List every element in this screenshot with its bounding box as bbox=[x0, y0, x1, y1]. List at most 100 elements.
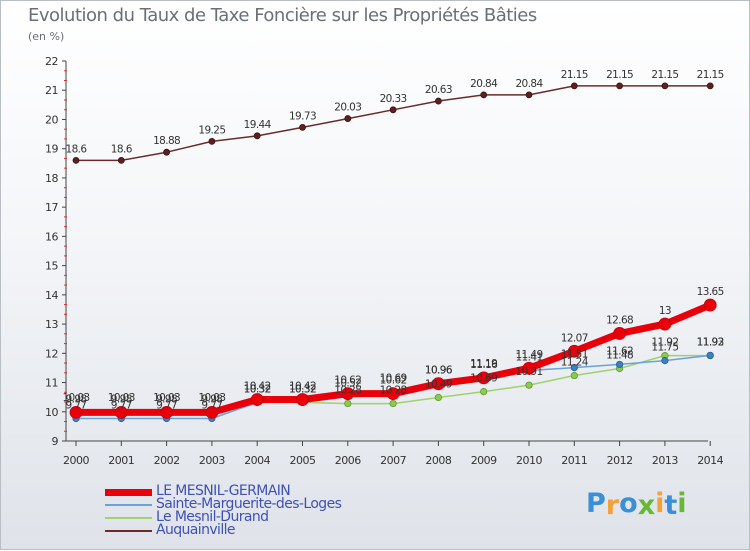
data-label: 11.75 bbox=[651, 342, 678, 354]
data-label: 10.03 bbox=[62, 392, 89, 404]
data-point bbox=[389, 106, 397, 114]
data-point bbox=[522, 361, 536, 375]
x-tick-label: 2011 bbox=[561, 454, 587, 467]
x-tick-label: 2000 bbox=[63, 454, 89, 467]
data-label: 21.15 bbox=[651, 69, 678, 81]
x-tick-label: 2013 bbox=[652, 454, 678, 467]
data-label: 20.84 bbox=[515, 78, 543, 90]
data-point bbox=[661, 82, 669, 90]
data-label: 10.32 bbox=[244, 383, 271, 395]
data-label: 11.92 bbox=[651, 337, 678, 349]
legend-swatch bbox=[105, 517, 152, 519]
y-tick-label: 19 bbox=[45, 143, 58, 156]
data-label: 9.98 bbox=[156, 393, 177, 405]
data-label: 11.41 bbox=[515, 352, 542, 364]
data-point bbox=[570, 364, 578, 372]
y-tick-label: 16 bbox=[45, 230, 58, 243]
data-point bbox=[480, 91, 488, 99]
data-label: 10.69 bbox=[470, 373, 497, 385]
data-point bbox=[114, 405, 128, 419]
data-label: 20.33 bbox=[380, 93, 407, 105]
y-tick-label: 11 bbox=[45, 377, 58, 390]
x-tick-label: 2001 bbox=[108, 454, 134, 467]
legend-label: Sainte-Marguerite-des-Loges bbox=[156, 496, 342, 512]
data-point bbox=[208, 137, 216, 145]
data-label: 18.88 bbox=[153, 135, 180, 147]
y-tick-label: 22 bbox=[45, 55, 58, 68]
data-label: 10.62 bbox=[380, 375, 407, 387]
chart-title: Evolution du Taux de Taxe Foncière sur l… bbox=[28, 5, 537, 26]
data-label: 10.28 bbox=[380, 385, 407, 397]
data-label: 11.49 bbox=[515, 349, 542, 361]
data-label: 21.15 bbox=[561, 69, 588, 81]
data-label: 11.16 bbox=[470, 359, 498, 371]
chart-data-labels: 18.6 18.6 18.88 19.25 19.44 19.73 20.03 20.33 20… bbox=[62, 69, 724, 412]
data-label: 11.19 bbox=[470, 358, 497, 370]
x-tick-label: 2009 bbox=[471, 454, 497, 467]
data-point bbox=[163, 148, 171, 156]
y-tick-label: 12 bbox=[45, 347, 58, 360]
data-point bbox=[703, 298, 717, 312]
y-tick-label: 18 bbox=[45, 172, 58, 185]
x-tick-label: 2005 bbox=[290, 454, 316, 467]
x-tick-label: 2007 bbox=[380, 454, 406, 467]
data-label: 11.62 bbox=[606, 345, 633, 357]
data-point bbox=[613, 327, 626, 340]
data-label: 10.49 bbox=[425, 378, 452, 390]
data-label: 10.28 bbox=[334, 385, 361, 397]
data-label: 10.96 bbox=[425, 365, 453, 377]
data-label: 13.65 bbox=[697, 286, 724, 298]
data-point bbox=[389, 399, 397, 408]
y-tick-label: 20 bbox=[45, 113, 58, 126]
data-label: 10.42 bbox=[244, 380, 271, 392]
legend-swatch bbox=[105, 488, 152, 496]
data-label: 9.98 bbox=[201, 393, 222, 405]
data-point bbox=[706, 351, 714, 359]
data-point bbox=[253, 132, 261, 140]
data-label: 9.98 bbox=[111, 393, 132, 405]
chart-series bbox=[69, 82, 717, 423]
data-point bbox=[616, 82, 623, 90]
data-point bbox=[525, 91, 533, 99]
y-tick-label: 15 bbox=[45, 260, 58, 273]
proxiti-logo: Proxiti bbox=[586, 488, 687, 521]
data-point bbox=[299, 123, 306, 131]
data-label: 9.77 bbox=[111, 399, 132, 411]
data-label: 20.63 bbox=[425, 84, 452, 96]
data-label: 18.6 bbox=[111, 143, 133, 155]
data-point bbox=[250, 393, 264, 406]
chart-unit-label: (en %) bbox=[28, 30, 65, 43]
data-label: 19.44 bbox=[244, 119, 272, 131]
y-tick-label: 17 bbox=[45, 201, 58, 214]
y-tick-label: 10 bbox=[45, 406, 58, 419]
data-point bbox=[69, 405, 83, 419]
data-point bbox=[567, 344, 581, 358]
x-tick-label: 2008 bbox=[425, 454, 451, 467]
data-label: 9.77 bbox=[156, 399, 177, 411]
data-point bbox=[434, 97, 442, 105]
legend-swatch bbox=[105, 504, 152, 506]
data-label: 21.15 bbox=[697, 69, 724, 81]
data-label: 10.03 bbox=[153, 392, 180, 404]
data-label: 10.32 bbox=[244, 383, 271, 395]
data-point bbox=[341, 387, 355, 401]
data-label: 10.62 bbox=[334, 375, 361, 387]
data-point bbox=[344, 115, 352, 122]
data-label: 9.77 bbox=[201, 399, 222, 411]
data-label: 10.32 bbox=[289, 383, 316, 395]
data-label: 10.03 bbox=[108, 392, 135, 404]
data-label: 20.84 bbox=[470, 78, 498, 90]
x-tick-label: 2006 bbox=[335, 454, 361, 467]
data-point bbox=[296, 393, 309, 406]
data-label: 10.69 bbox=[380, 373, 407, 385]
data-point bbox=[615, 360, 624, 369]
x-tick-label: 2003 bbox=[199, 454, 225, 467]
data-point bbox=[117, 156, 125, 164]
data-label: 10.52 bbox=[334, 378, 361, 390]
data-label: 10.96 bbox=[425, 365, 453, 377]
data-label: 19.73 bbox=[289, 110, 316, 122]
data-point bbox=[570, 371, 578, 380]
data-point bbox=[160, 405, 174, 419]
